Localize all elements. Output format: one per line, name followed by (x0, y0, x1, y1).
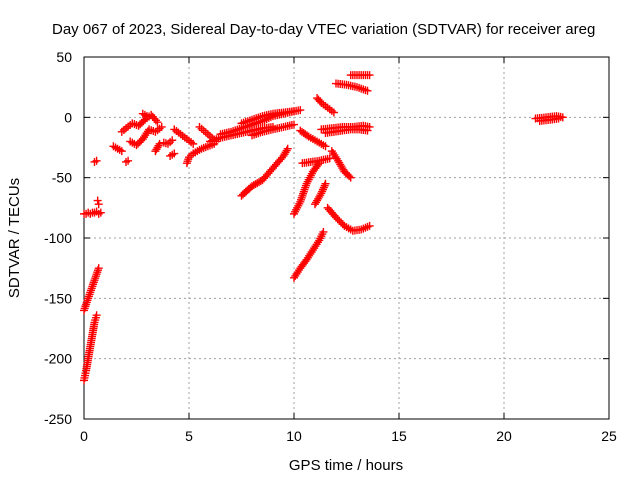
data-point-fill (282, 146, 291, 155)
data-point-fill (345, 172, 354, 181)
data-point (92, 270, 101, 279)
data-point (363, 126, 372, 135)
data-point (96, 208, 105, 217)
data-point (283, 144, 292, 153)
data-point (94, 264, 103, 273)
data-point-fill (319, 183, 328, 192)
data-point-fill (85, 290, 94, 299)
data-point-fill (318, 187, 327, 196)
data-point (558, 113, 567, 122)
data-point (168, 136, 177, 145)
x-tick-label: 15 (391, 428, 407, 444)
data-point (92, 311, 101, 320)
data-point (321, 179, 330, 188)
y-axis-label: SDTVAR / TECUs (6, 178, 23, 298)
chart-title: Day 067 of 2023, Sidereal Day-to-day VTE… (52, 21, 595, 38)
data-point (365, 221, 374, 230)
data-point (82, 300, 91, 309)
grid-layer (84, 57, 609, 419)
data-point (346, 173, 355, 182)
data-point-fill (313, 238, 322, 247)
data-point (153, 118, 162, 127)
data-point (117, 127, 126, 136)
x-tick-label: 0 (80, 428, 88, 444)
data-point-fill (318, 185, 327, 194)
y-tick-label: -100 (44, 230, 72, 246)
y-tick-label: -50 (52, 170, 72, 186)
data-point-fill (89, 280, 98, 289)
x-tick-label: 10 (286, 428, 302, 444)
data-point (189, 139, 198, 148)
data-point (157, 122, 166, 131)
y-tick-label: -250 (44, 411, 72, 427)
y-tick-label: -200 (44, 351, 72, 367)
x-tick-label: 20 (496, 428, 512, 444)
data-point-fill (154, 141, 163, 150)
data-point (170, 149, 179, 158)
data-point (92, 156, 101, 165)
data-point (321, 142, 330, 151)
y-tick-label: 50 (56, 49, 72, 65)
x-tick-label: 25 (601, 428, 617, 444)
y-tick-label: -150 (44, 290, 72, 306)
data-point (124, 156, 133, 165)
data-point (94, 200, 103, 209)
data-point (90, 157, 99, 166)
x-tick-label: 5 (185, 428, 193, 444)
data-point (319, 227, 328, 236)
data-point (363, 86, 372, 95)
data-point (329, 108, 338, 117)
x-axis-label: GPS time / hours (289, 457, 403, 474)
data-point (117, 147, 126, 156)
marker-layer (80, 71, 567, 385)
data-point (365, 71, 374, 80)
data-point (290, 120, 298, 129)
data-point (554, 114, 563, 123)
data-point (325, 154, 334, 163)
tick-layer: 0 5 10 15 20 25 -250 -200 -150 -100 -50 0 50 (44, 49, 617, 444)
data-point-fill (316, 191, 325, 200)
data-point-fill (151, 116, 160, 125)
data-point (317, 189, 326, 198)
data-point (296, 106, 305, 115)
y-tick-label: 0 (64, 109, 72, 125)
data-point-fill (320, 181, 329, 190)
data-point (93, 196, 102, 205)
data-point (143, 112, 151, 121)
